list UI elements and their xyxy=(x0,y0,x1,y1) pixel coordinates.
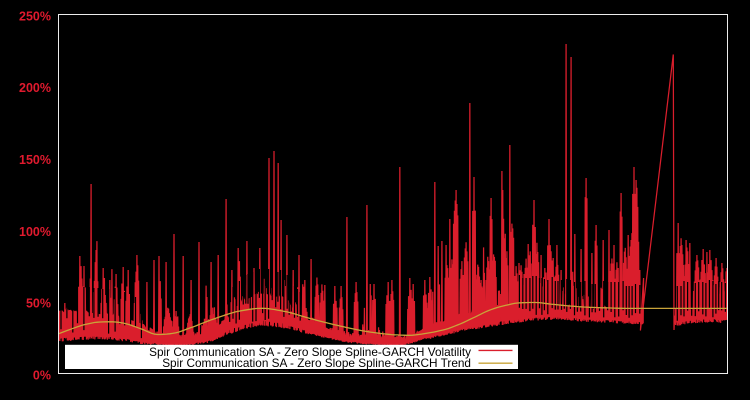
svg-text:50%: 50% xyxy=(26,297,51,311)
svg-text:Spir Communication SA - Zero S: Spir Communication SA - Zero Slope Splin… xyxy=(162,356,471,370)
svg-text:0%: 0% xyxy=(33,368,51,382)
svg-text:100%: 100% xyxy=(19,225,51,239)
svg-text:200%: 200% xyxy=(19,81,51,95)
svg-text:250%: 250% xyxy=(19,9,51,23)
svg-text:Spir Communication SA - Zero S: Spir Communication SA - Zero Slope Splin… xyxy=(149,345,471,359)
svg-text:150%: 150% xyxy=(19,153,51,167)
